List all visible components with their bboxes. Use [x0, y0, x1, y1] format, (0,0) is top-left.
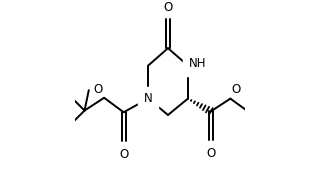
Text: NH: NH	[189, 57, 206, 70]
Text: O: O	[206, 147, 215, 160]
Text: O: O	[119, 148, 128, 161]
Text: O: O	[93, 83, 102, 96]
Text: O: O	[231, 83, 240, 96]
Text: O: O	[164, 1, 172, 14]
Text: N: N	[144, 92, 153, 105]
